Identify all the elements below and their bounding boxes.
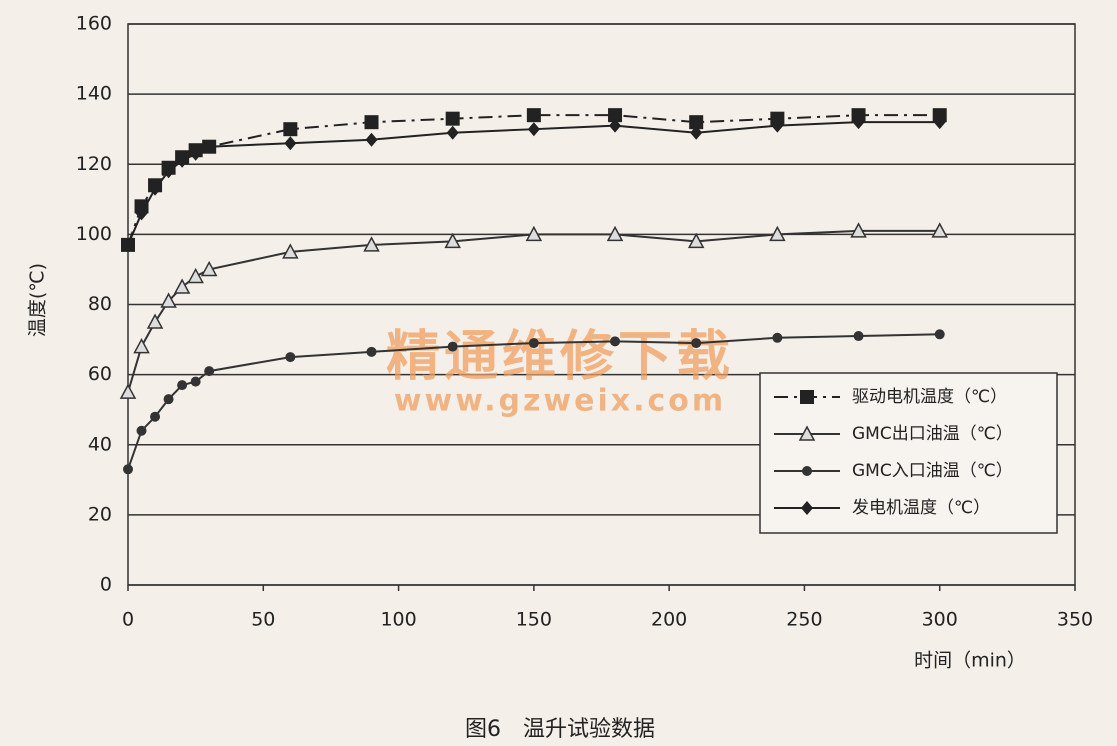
marker xyxy=(772,332,783,343)
marker xyxy=(160,292,177,308)
marker xyxy=(363,236,380,252)
marker xyxy=(769,225,786,242)
x-tick-label: 250 xyxy=(786,609,822,631)
y-tick-label: 40 xyxy=(88,433,112,455)
series-line xyxy=(127,121,940,246)
legend-label: GMC出口油温（℃） xyxy=(852,424,1013,444)
marker xyxy=(853,331,864,342)
marker xyxy=(282,243,299,259)
marker xyxy=(771,118,784,133)
legend-label: 驱动电机温度（℃） xyxy=(852,387,1007,407)
x-tick-label: 50 xyxy=(251,609,275,631)
marker xyxy=(687,232,705,249)
marker xyxy=(447,341,458,352)
marker xyxy=(445,111,460,126)
marker xyxy=(133,337,150,354)
marker xyxy=(176,153,189,168)
marker xyxy=(690,125,703,140)
marker xyxy=(190,376,201,387)
marker xyxy=(163,394,174,405)
marker xyxy=(850,222,867,238)
y-tick-label: 160 xyxy=(76,13,112,35)
y-tick-label: 0 xyxy=(100,574,112,596)
marker xyxy=(691,338,702,349)
marker xyxy=(136,425,147,436)
legend-label: GMC入口油温（℃） xyxy=(852,461,1013,481)
legend-label: 发电机温度（℃） xyxy=(852,498,990,518)
marker xyxy=(446,125,459,140)
marker xyxy=(365,132,378,147)
marker xyxy=(135,206,148,221)
marker xyxy=(177,380,188,391)
marker xyxy=(931,222,948,238)
marker xyxy=(285,352,296,363)
marker xyxy=(932,108,947,123)
marker xyxy=(203,139,216,154)
marker xyxy=(366,346,377,357)
marker xyxy=(606,225,624,242)
x-tick-label: 200 xyxy=(651,609,687,631)
y-tick-label: 120 xyxy=(76,153,112,175)
legend-marker xyxy=(801,501,813,515)
marker xyxy=(608,108,623,123)
marker xyxy=(189,146,202,161)
caption: 图6 温升试验数据 xyxy=(465,717,655,742)
marker xyxy=(204,366,215,377)
marker xyxy=(200,260,218,277)
y-tick-label: 80 xyxy=(88,293,112,315)
marker xyxy=(119,383,137,399)
watermark: 精通维修下载 xyxy=(386,325,734,388)
marker xyxy=(770,111,785,126)
x-axis-title: 时间（min） xyxy=(914,650,1026,672)
legend-marker xyxy=(802,466,812,476)
marker xyxy=(934,329,945,340)
legend-marker xyxy=(798,425,816,441)
marker xyxy=(852,115,865,130)
legend-marker xyxy=(800,390,814,404)
marker xyxy=(851,108,866,123)
marker xyxy=(162,164,175,179)
y-tick-label: 20 xyxy=(88,503,112,525)
marker xyxy=(187,267,204,284)
marker xyxy=(364,115,379,130)
marker xyxy=(284,136,297,151)
marker xyxy=(283,122,298,137)
x-tick-label: 300 xyxy=(922,609,958,631)
marker xyxy=(526,108,541,123)
y-tick-label: 60 xyxy=(88,363,112,385)
x-tick-label: 150 xyxy=(516,609,552,631)
marker xyxy=(134,199,149,214)
marker xyxy=(173,278,191,294)
marker xyxy=(933,115,946,130)
marker xyxy=(150,411,161,422)
y-axis-title: 温度(℃) xyxy=(27,263,49,337)
marker xyxy=(609,118,622,133)
marker xyxy=(123,464,133,475)
series-line xyxy=(127,229,940,393)
x-tick-label: 100 xyxy=(380,609,416,631)
marker xyxy=(149,181,162,196)
series-line xyxy=(127,333,940,470)
marker xyxy=(528,338,539,349)
watermark: www.gzweix.com xyxy=(394,384,726,419)
x-tick-label: 350 xyxy=(1057,609,1093,631)
marker xyxy=(146,313,164,329)
marker xyxy=(610,336,621,347)
marker xyxy=(689,115,704,130)
marker xyxy=(527,122,540,137)
marker xyxy=(525,225,543,242)
y-tick-label: 100 xyxy=(76,223,112,245)
marker xyxy=(444,232,461,249)
x-tick-label: 0 xyxy=(122,609,134,631)
y-tick-label: 140 xyxy=(76,83,112,105)
marker xyxy=(122,237,134,252)
